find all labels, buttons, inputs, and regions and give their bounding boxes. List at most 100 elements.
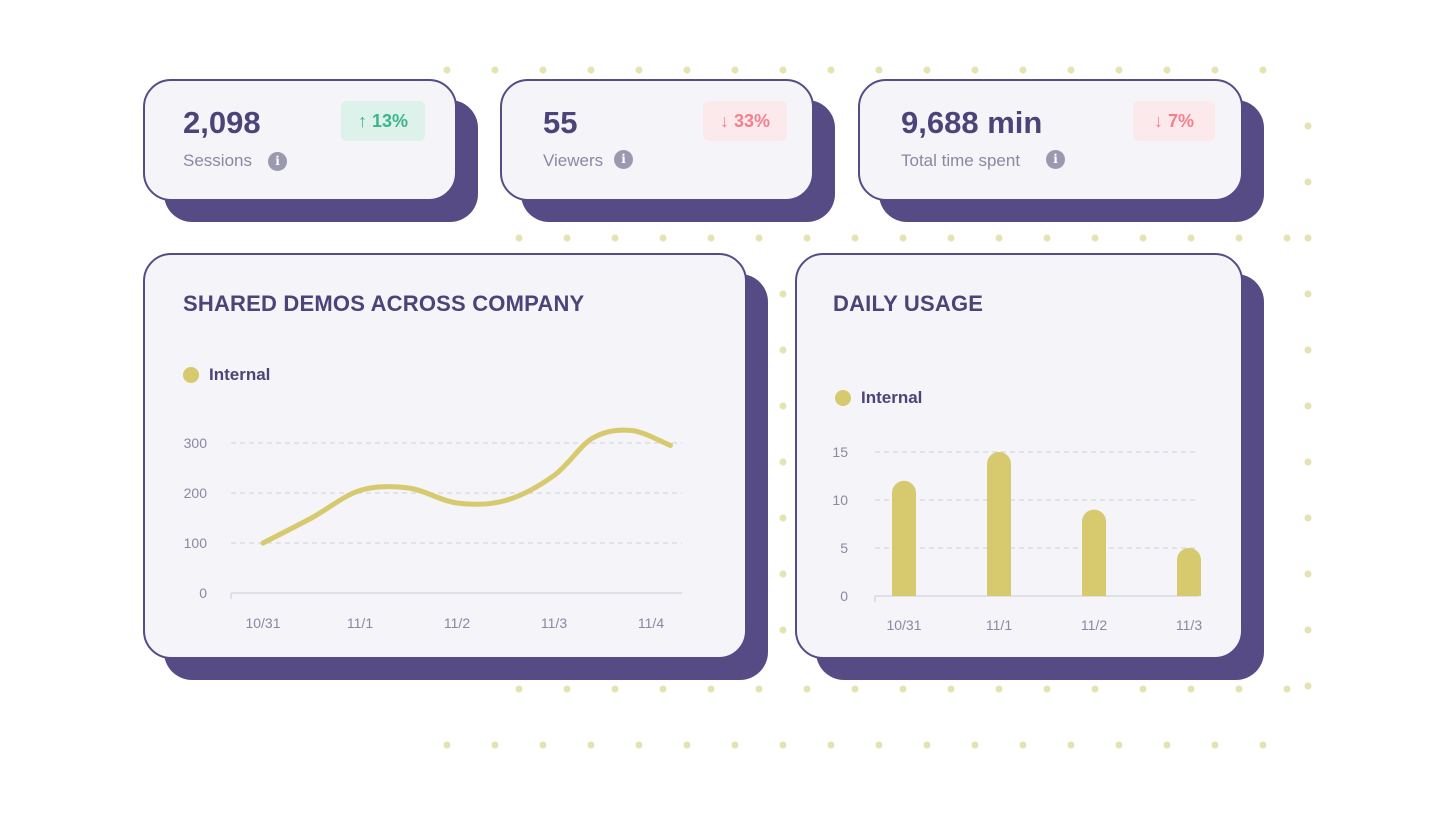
y-tick-label: 200 [184, 485, 208, 501]
decor-dot [1283, 685, 1291, 693]
decor-dot [707, 234, 715, 242]
bar-chart: 0 5 10 15 10/31 11/1 11/2 11/3 [832, 444, 1202, 633]
card-body: 2,098 Sessions i ↑ 13% [143, 79, 457, 201]
decor-dot [1304, 346, 1312, 354]
decor-dot [659, 234, 667, 242]
decor-dot [1235, 685, 1243, 693]
decor-dot [1187, 685, 1195, 693]
change-value: 13% [371, 111, 409, 131]
arrow-down-icon: ↓ [719, 111, 729, 131]
kpi-value: 2,098 [183, 105, 261, 140]
decor-dot [1304, 626, 1312, 634]
decor-dot [827, 66, 835, 74]
bar-11-1 [987, 452, 1011, 596]
info-icon[interactable]: i [268, 152, 287, 171]
decor-dot [1043, 685, 1051, 693]
decor-dot [563, 685, 571, 693]
decor-dot [947, 234, 955, 242]
kpi-card-total-time: 9,688 min Total time spent i ↓ 7% [858, 79, 1264, 222]
decor-dot [1304, 514, 1312, 522]
chart-legend: Internal [835, 388, 922, 408]
decor-dot [1304, 290, 1312, 298]
decor-dot [1304, 122, 1312, 130]
decor-dot [755, 685, 763, 693]
decor-dot [995, 234, 1003, 242]
decor-dot [1304, 178, 1312, 186]
decor-dot [539, 66, 547, 74]
card-body: 55 Viewers i ↓ 33% [500, 79, 814, 201]
decor-dot [1019, 741, 1027, 749]
change-badge: ↑ 13% [341, 101, 425, 141]
decor-dot [443, 66, 451, 74]
info-icon[interactable]: i [614, 150, 633, 169]
decor-dot [731, 741, 739, 749]
x-tick-label: 11/1 [347, 615, 373, 631]
decor-dot [1115, 741, 1123, 749]
legend-swatch [183, 367, 199, 383]
decor-dot [1187, 234, 1195, 242]
change-value: 7% [1168, 111, 1195, 131]
decor-dot [587, 66, 595, 74]
legend-label: Internal [209, 365, 271, 384]
decor-dot [779, 290, 787, 298]
decor-dot [1211, 66, 1219, 74]
decor-dot [635, 66, 643, 74]
decor-dot [491, 66, 499, 74]
decor-dot [1259, 66, 1267, 74]
card-body: SHARED DEMOS ACROSS COMPANY Internal 0 10… [143, 253, 747, 659]
y-tick-label: 0 [840, 588, 848, 604]
decor-dot [899, 685, 907, 693]
decor-dot [779, 346, 787, 354]
x-tick-label: 11/2 [1081, 617, 1107, 633]
kpi-label: Sessions [183, 151, 252, 170]
decor-dot [1019, 66, 1027, 74]
decor-dot [1235, 234, 1243, 242]
decor-dot [635, 741, 643, 749]
kpi-value: 55 [543, 105, 578, 140]
decor-dot [1139, 234, 1147, 242]
line-chart: 0 100 200 300 10/31 11/1 11/2 11/3 11/4 [184, 427, 682, 631]
decor-dot [731, 66, 739, 74]
decor-dot [491, 741, 499, 749]
decor-dot [1211, 741, 1219, 749]
decor-dot [875, 741, 883, 749]
decor-dot [707, 685, 715, 693]
decor-dot [755, 234, 763, 242]
x-tick-label: 11/3 [541, 615, 567, 631]
bar-11-3 [1177, 548, 1201, 596]
decor-dot [683, 741, 691, 749]
shared-demos-card: SHARED DEMOS ACROSS COMPANY Internal 0 10… [143, 253, 768, 680]
card-body: DAILY USAGE Internal 0 5 10 15 10/31 11/1 11/2… [795, 253, 1243, 659]
decor-dot [971, 741, 979, 749]
chart-title: DAILY USAGE [833, 291, 984, 316]
decor-dot [1304, 458, 1312, 466]
decor-dot [779, 66, 787, 74]
decor-dot [779, 570, 787, 578]
daily-usage-card: DAILY USAGE Internal 0 5 10 15 10/31 11/1 11/2… [795, 253, 1264, 680]
decor-dot [563, 234, 571, 242]
change-badge: ↓ 7% [1133, 101, 1215, 141]
change-value: 33% [733, 111, 771, 131]
card-body: 9,688 min Total time spent i ↓ 7% [858, 79, 1243, 201]
decor-dot [779, 514, 787, 522]
decor-dot [1067, 741, 1075, 749]
kpi-label: Total time spent [901, 151, 1021, 170]
decor-dot [1163, 66, 1171, 74]
info-icon[interactable]: i [1046, 150, 1065, 169]
decor-dot [1283, 234, 1291, 242]
bar-11-2 [1082, 509, 1106, 596]
y-tick-label: 5 [840, 540, 848, 556]
bar-10-31 [892, 480, 916, 596]
y-tick-label: 0 [199, 585, 207, 601]
decor-dot [803, 234, 811, 242]
y-tick-label: 10 [832, 492, 848, 508]
decor-dot [1067, 66, 1075, 74]
chart-legend: Internal [183, 365, 270, 385]
kpi-label: Viewers [543, 151, 604, 170]
kpi-card-sessions: 2,098 Sessions i ↑ 13% [143, 79, 478, 222]
decor-dot [779, 626, 787, 634]
decor-dot [779, 458, 787, 466]
decor-dot [1091, 685, 1099, 693]
decor-dot [683, 66, 691, 74]
decor-dot [899, 234, 907, 242]
